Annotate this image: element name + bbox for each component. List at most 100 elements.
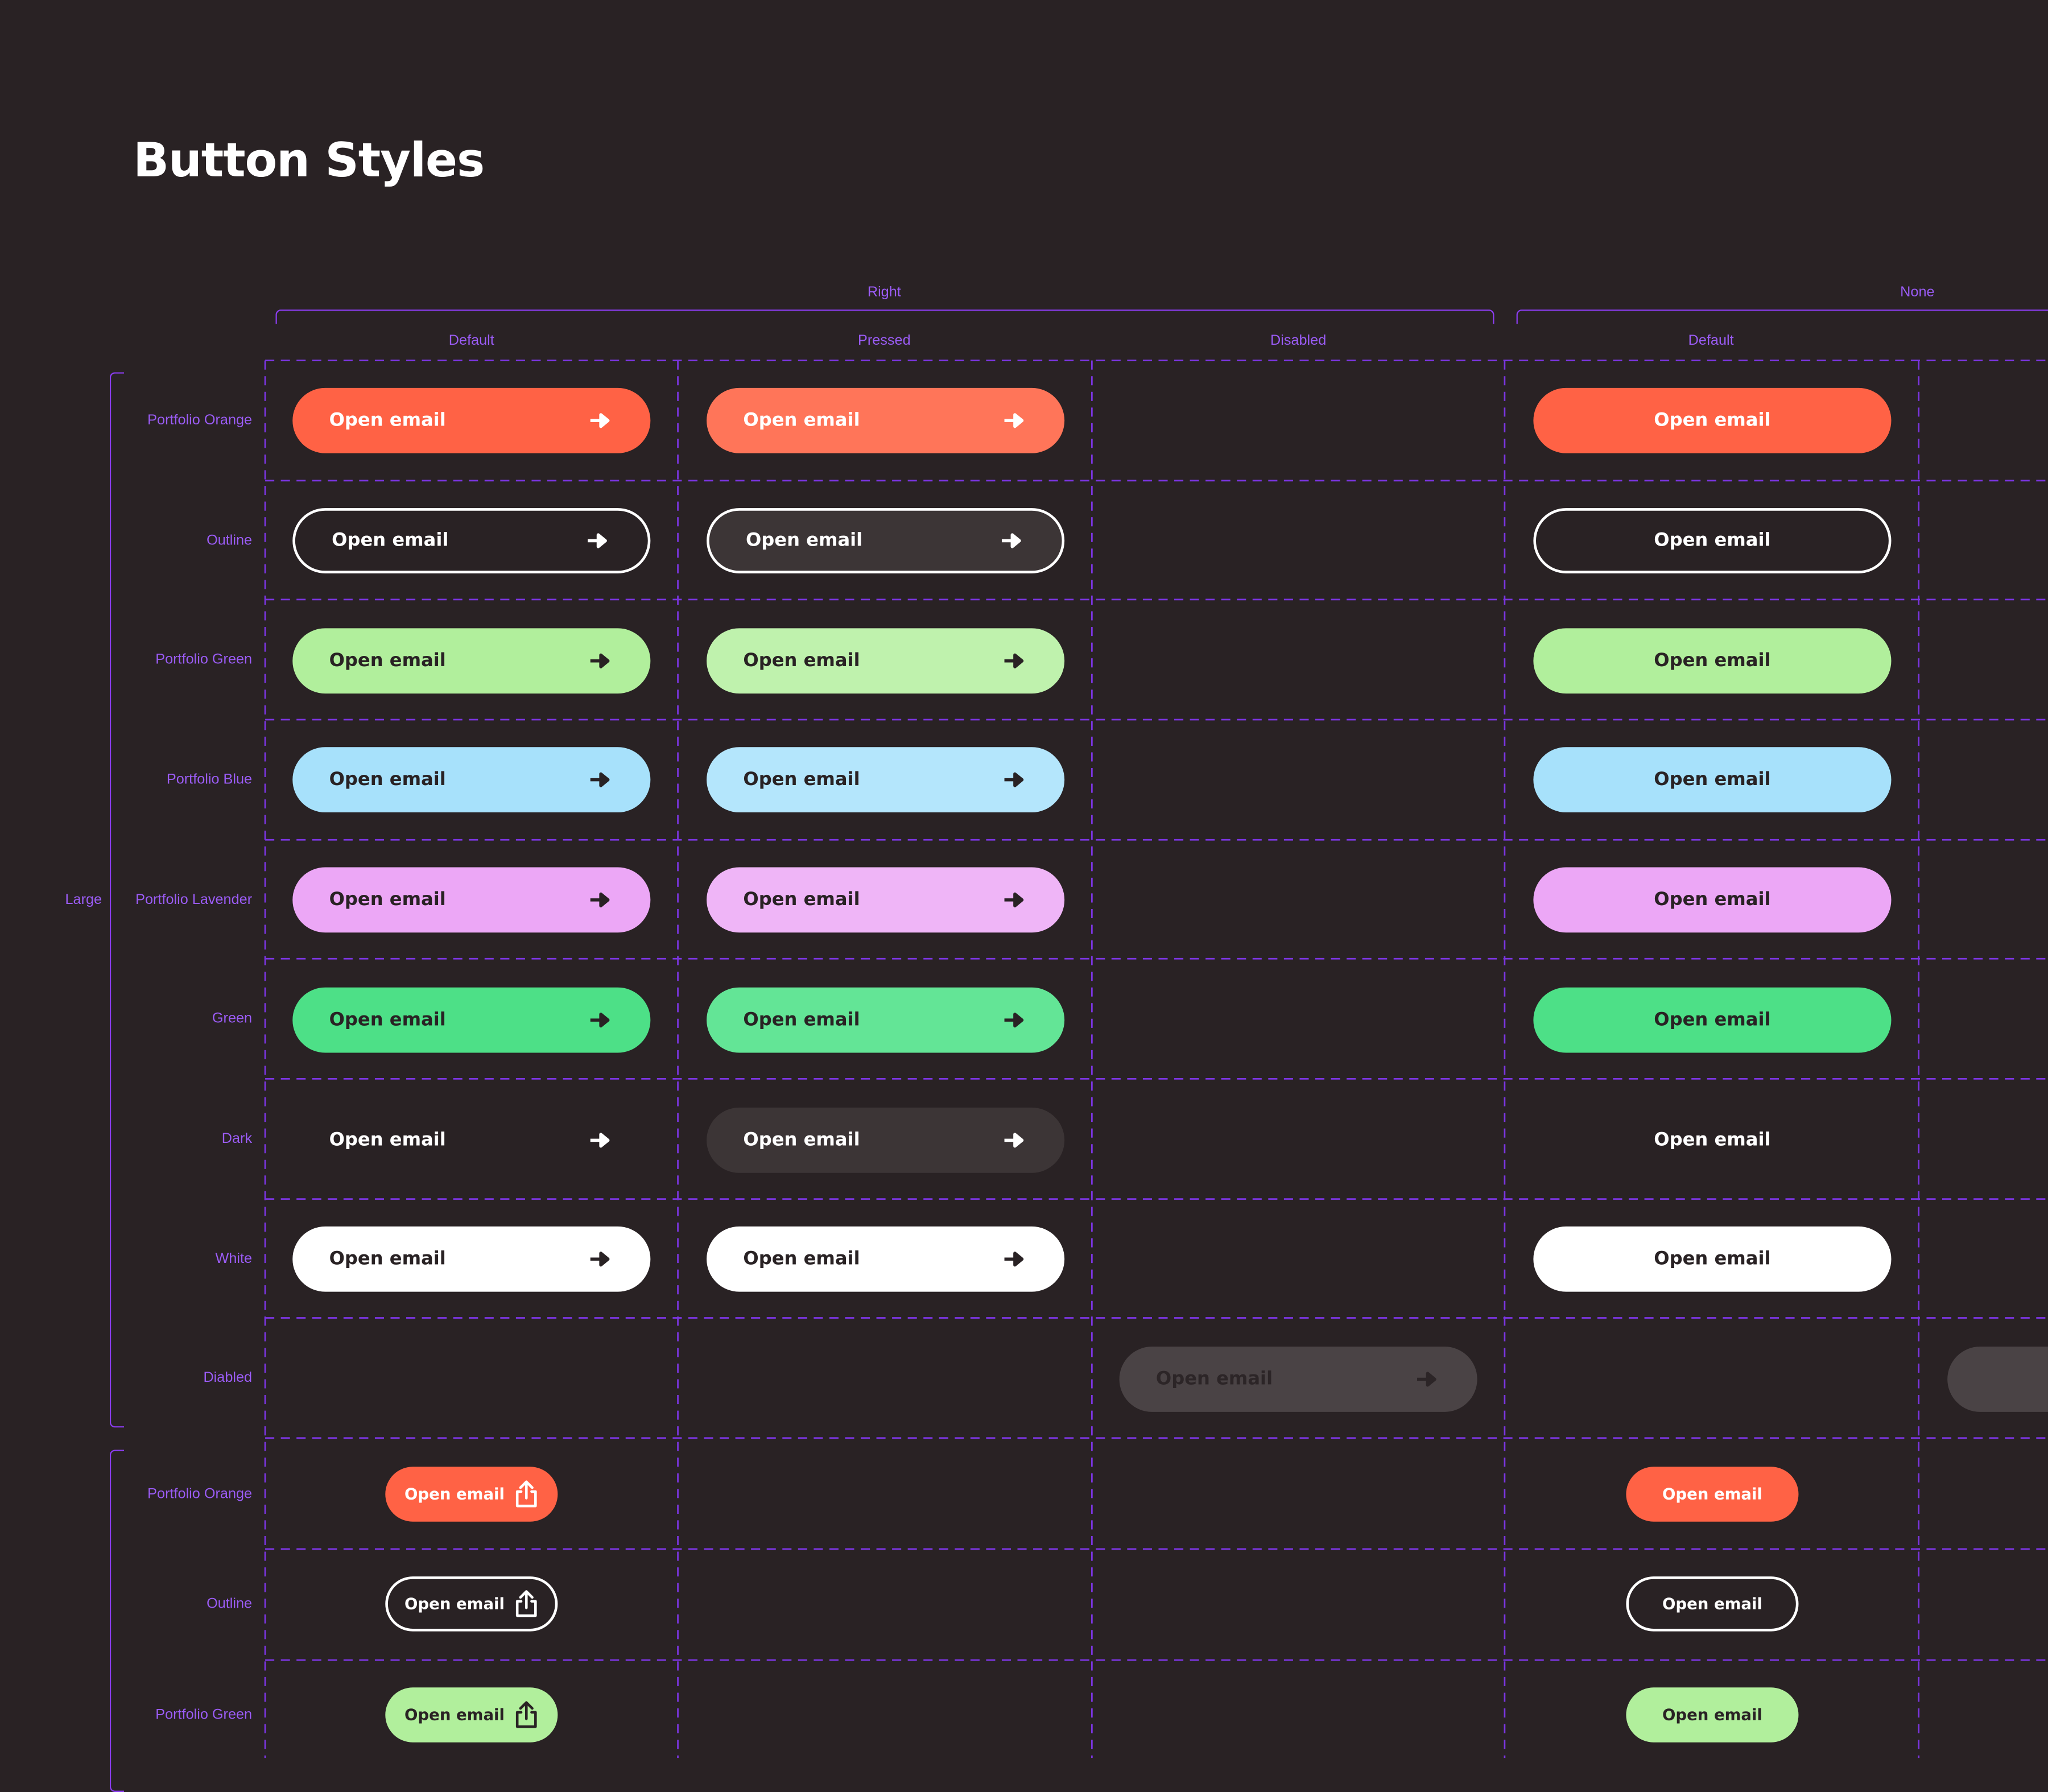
button-portfolio-orange-none-default[interactable]: Open email bbox=[1533, 387, 1892, 453]
button-portfolio-lavender-right-pressed[interactable]: Open email bbox=[707, 867, 1065, 933]
button-portfolio-green-none-default[interactable]: Open email bbox=[1533, 628, 1892, 694]
button-label: Open email bbox=[1654, 1248, 1771, 1270]
arrow-right-icon bbox=[1004, 413, 1024, 428]
button-green-right-default[interactable]: Open email bbox=[292, 987, 651, 1053]
button-green-right-pressed[interactable]: Open email bbox=[707, 987, 1065, 1053]
small-button-portfolio-green-none-default[interactable]: Open email bbox=[1626, 1687, 1799, 1743]
arrow-right-icon bbox=[590, 1252, 610, 1267]
button-portfolio-blue-right-default[interactable]: Open email bbox=[292, 747, 651, 813]
share-icon bbox=[516, 1590, 538, 1617]
arrow-right-icon bbox=[1004, 1252, 1024, 1267]
button-label: Open email bbox=[1654, 530, 1771, 551]
button-label: Open email bbox=[743, 650, 860, 672]
group-header-none: None bbox=[1900, 284, 1935, 301]
button-portfolio-lavender-none-default[interactable]: Open email bbox=[1533, 867, 1892, 933]
button-outline-none-default[interactable]: Open email bbox=[1533, 508, 1892, 573]
row-label-small-outline: Outline bbox=[207, 1596, 253, 1612]
arrow-right-icon bbox=[590, 1013, 610, 1028]
button-label: Open email bbox=[1662, 1706, 1762, 1724]
arrow-right-icon bbox=[588, 533, 607, 548]
button-label: Open email bbox=[329, 889, 446, 911]
button-label: Open email bbox=[329, 410, 446, 431]
button-label: Open email bbox=[1654, 769, 1771, 791]
group-bracket-right bbox=[275, 309, 1494, 324]
group-bracket-none bbox=[1516, 309, 2048, 324]
button-label: Open email bbox=[743, 1248, 860, 1270]
arrow-right-icon bbox=[1004, 1133, 1024, 1148]
row-label-small-portfolio-green: Portfolio Green bbox=[155, 1707, 253, 1723]
arrow-right-icon bbox=[1004, 1013, 1024, 1028]
button-label: Open email bbox=[743, 1009, 860, 1031]
button-outline-right-default[interactable]: Open email bbox=[292, 508, 651, 573]
button-label: Open email bbox=[404, 1706, 505, 1724]
button-label: Open email bbox=[329, 1009, 446, 1031]
button-label: Open email bbox=[1654, 1129, 1771, 1151]
button-portfolio-green-right-default[interactable]: Open email bbox=[292, 628, 651, 694]
row-label-portfolio-blue: Portfolio Blue bbox=[166, 771, 253, 788]
button-white-none-default[interactable]: Open email bbox=[1533, 1226, 1892, 1292]
button-label: Open email bbox=[329, 1129, 446, 1151]
button-portfolio-orange-right-default[interactable]: Open email bbox=[292, 387, 651, 453]
button-disabled-right: Open email bbox=[1119, 1347, 1477, 1412]
button-disabled-none-partial bbox=[1947, 1347, 2048, 1412]
arrow-right-icon bbox=[1417, 1372, 1436, 1387]
button-portfolio-lavender-right-default[interactable]: Open email bbox=[292, 867, 651, 933]
button-white-right-default[interactable]: Open email bbox=[292, 1226, 651, 1292]
button-green-none-default[interactable]: Open email bbox=[1533, 987, 1892, 1053]
button-label: Open email bbox=[1662, 1485, 1762, 1504]
share-icon bbox=[516, 1480, 538, 1508]
button-label: Open email bbox=[745, 530, 863, 551]
column-header-pressed: Pressed bbox=[857, 333, 911, 349]
button-label: Open email bbox=[329, 769, 446, 791]
button-dark-right-default[interactable]: Open email bbox=[292, 1108, 650, 1173]
row-label-green: Green bbox=[212, 1011, 253, 1027]
row-label-portfolio-orange: Portfolio Orange bbox=[147, 412, 253, 429]
arrow-right-icon bbox=[590, 1133, 610, 1148]
arrow-right-icon bbox=[590, 413, 610, 428]
small-button-outline-none-default[interactable]: Open email bbox=[1626, 1576, 1799, 1632]
button-label: Open email bbox=[404, 1595, 505, 1613]
button-dark-none-default[interactable]: Open email bbox=[1533, 1108, 1891, 1173]
button-portfolio-orange-right-pressed[interactable]: Open email bbox=[707, 387, 1065, 453]
small-button-portfolio-green-right-default[interactable]: Open email bbox=[385, 1687, 558, 1743]
button-portfolio-green-right-pressed[interactable]: Open email bbox=[707, 628, 1065, 694]
button-label: Open email bbox=[1155, 1369, 1273, 1390]
row-label-portfolio-lavender: Portfolio Lavender bbox=[135, 892, 253, 908]
button-label: Open email bbox=[329, 650, 446, 672]
column-header-default-none: Default bbox=[1688, 333, 1734, 349]
button-label: Open email bbox=[743, 769, 860, 791]
row-label-disabled: Diabled bbox=[203, 1370, 253, 1386]
size-bracket-large bbox=[109, 372, 125, 1428]
arrow-right-icon bbox=[1004, 772, 1024, 787]
size-label-large: Large bbox=[65, 892, 102, 908]
share-icon bbox=[516, 1701, 538, 1728]
row-label-small-portfolio-orange: Portfolio Orange bbox=[147, 1486, 253, 1502]
small-button-portfolio-orange-right-default[interactable]: Open email bbox=[385, 1467, 558, 1522]
button-label: Open email bbox=[1654, 889, 1771, 911]
column-header-default: Default bbox=[448, 333, 494, 349]
arrow-right-icon bbox=[590, 653, 610, 668]
small-button-outline-right-default[interactable]: Open email bbox=[385, 1576, 558, 1632]
arrow-right-icon bbox=[1004, 653, 1024, 668]
button-dark-right-pressed[interactable]: Open email bbox=[707, 1107, 1065, 1173]
button-label: Open email bbox=[329, 1248, 446, 1270]
row-label-portfolio-green: Portfolio Green bbox=[155, 651, 253, 668]
button-label: Open email bbox=[743, 889, 860, 911]
arrow-right-icon bbox=[1001, 533, 1021, 548]
button-portfolio-blue-none-default[interactable]: Open email bbox=[1533, 747, 1892, 813]
button-label: Open email bbox=[1654, 650, 1771, 672]
button-white-right-pressed[interactable]: Open email bbox=[707, 1226, 1065, 1292]
arrow-right-icon bbox=[590, 772, 610, 787]
button-label: Open email bbox=[743, 410, 860, 431]
button-outline-right-pressed[interactable]: Open email bbox=[707, 508, 1065, 573]
button-label: Open email bbox=[404, 1485, 505, 1504]
arrow-right-icon bbox=[1004, 892, 1024, 907]
button-label: Open email bbox=[332, 530, 449, 551]
button-label: Open email bbox=[743, 1129, 860, 1151]
button-portfolio-blue-right-pressed[interactable]: Open email bbox=[707, 747, 1065, 813]
page-title: Button Styles bbox=[133, 134, 485, 188]
small-button-portfolio-orange-none-default[interactable]: Open email bbox=[1626, 1467, 1799, 1522]
column-header-disabled: Disabled bbox=[1270, 333, 1327, 349]
button-label: Open email bbox=[1654, 410, 1771, 431]
